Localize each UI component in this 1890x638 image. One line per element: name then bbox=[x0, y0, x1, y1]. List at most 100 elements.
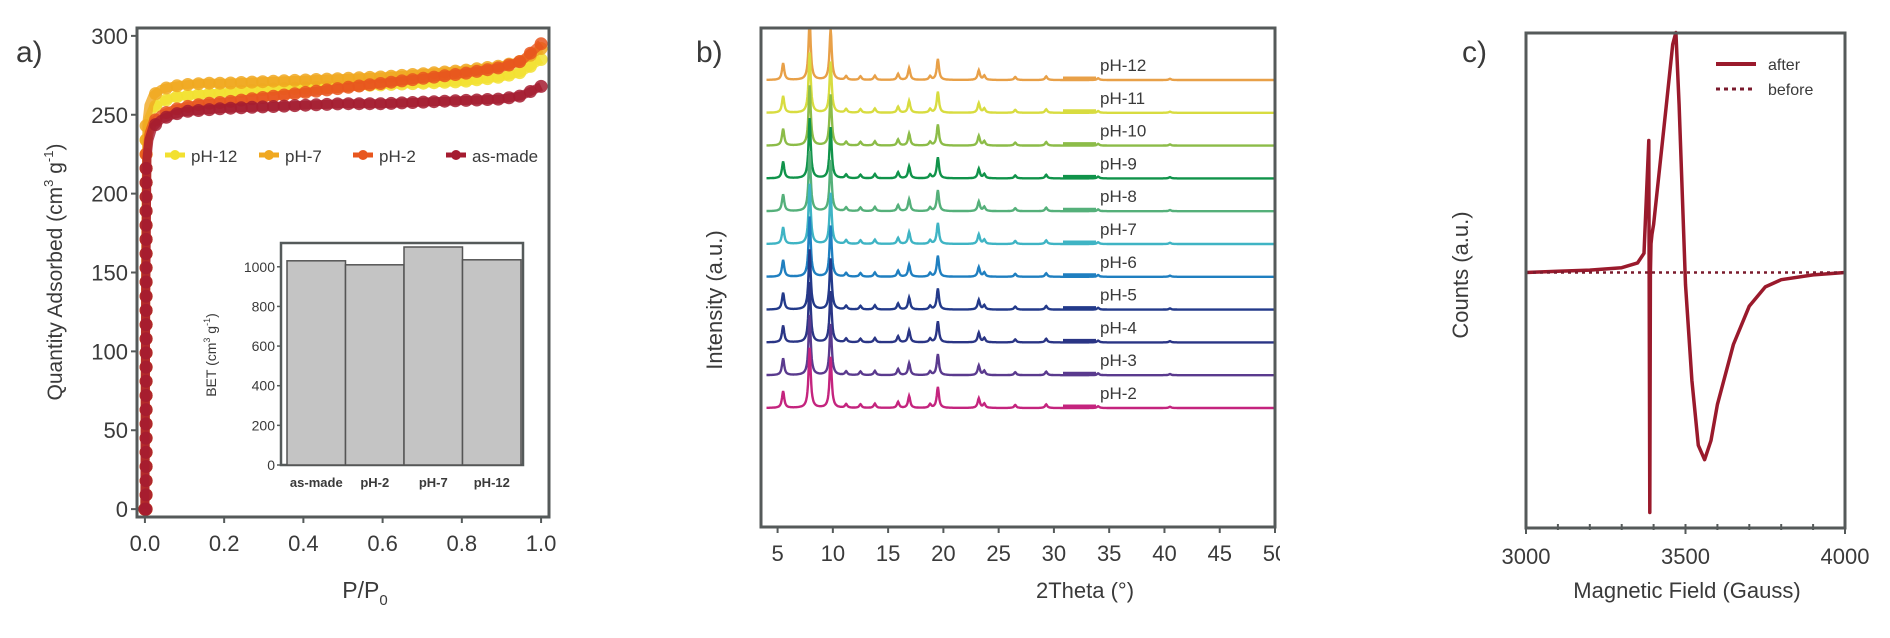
legend-item-pH-3: pH-3 bbox=[1063, 351, 1137, 375]
y-tick-label: 250 bbox=[91, 103, 128, 128]
data-point bbox=[341, 71, 355, 85]
data-point bbox=[139, 289, 153, 303]
panel-label-b: b) bbox=[696, 36, 723, 69]
inset-bar bbox=[344, 264, 405, 466]
data-point bbox=[139, 474, 153, 488]
x-tick-label: 35 bbox=[1097, 541, 1121, 566]
label-part: Quantity Adsorbed (cm bbox=[44, 187, 67, 401]
x-tick-label: 3000 bbox=[1502, 544, 1551, 569]
x-tick-label: 30 bbox=[1042, 541, 1066, 566]
data-point bbox=[139, 445, 153, 459]
legend-label: pH-4 bbox=[1100, 318, 1137, 337]
y-axis-label-text-a: Quantity Adsorbed (cm3 g-1) bbox=[41, 144, 67, 401]
data-point bbox=[374, 97, 387, 111]
xrd-pattern-pH-3 bbox=[766, 314, 1275, 377]
y-tick-label: 100 bbox=[91, 339, 128, 364]
data-point bbox=[149, 118, 163, 132]
data-point bbox=[363, 97, 377, 111]
x-axis-label-b: 2Theta (°) bbox=[1036, 578, 1134, 603]
chart-panel-b: b) Intensity (a.u.) pH-12pH-11pH-10pH-9p… bbox=[696, 0, 1280, 603]
data-point bbox=[159, 81, 173, 95]
legend-label: as-made bbox=[472, 147, 538, 166]
y-tick-label: 300 bbox=[91, 24, 128, 49]
data-point bbox=[331, 97, 345, 111]
inset-bar bbox=[286, 260, 347, 466]
data-point bbox=[139, 275, 153, 289]
legend-item-pH-6: pH-6 bbox=[1063, 253, 1137, 277]
data-point bbox=[213, 86, 227, 100]
data-point bbox=[277, 88, 291, 102]
data-point bbox=[481, 93, 494, 106]
legend-item-pH-12: pH-12 bbox=[1063, 56, 1146, 80]
legend-label: pH-5 bbox=[1100, 286, 1137, 305]
x-tick-label: 1.0 bbox=[526, 531, 557, 556]
x-axis-ticks-c: 3000 3500 4000 bbox=[1502, 524, 1870, 569]
y-axis-label-b: Intensity (a.u.) bbox=[702, 230, 727, 369]
inset-x-tick-label: pH-12 bbox=[474, 475, 510, 490]
panel-label-c: c) bbox=[1462, 36, 1487, 69]
x-tick-label: 20 bbox=[931, 541, 955, 566]
data-point bbox=[395, 96, 409, 110]
axes-border bbox=[759, 26, 1277, 529]
data-point bbox=[502, 68, 516, 82]
data-point bbox=[320, 97, 334, 111]
data-point bbox=[341, 97, 355, 111]
data-point bbox=[513, 89, 527, 103]
inset-y-axis-label: BET (cm3 g-1) bbox=[202, 313, 219, 397]
data-point bbox=[192, 88, 205, 102]
x-tick-label: 4000 bbox=[1821, 544, 1870, 569]
legend-label: pH-9 bbox=[1100, 154, 1137, 173]
inset-y-tick-label: 600 bbox=[252, 338, 276, 354]
data-point bbox=[534, 53, 548, 66]
data-point bbox=[502, 58, 516, 72]
data-point bbox=[459, 66, 473, 80]
series-group-a bbox=[138, 37, 548, 516]
legend-label: pH-7 bbox=[1100, 220, 1137, 239]
series-group-c bbox=[1525, 30, 1846, 515]
data-point bbox=[277, 74, 291, 88]
data-point bbox=[159, 110, 173, 124]
data-point bbox=[234, 101, 248, 115]
x-tick-label: 0.8 bbox=[447, 531, 478, 556]
legend-swatch-marker bbox=[358, 150, 368, 160]
data-point bbox=[523, 59, 537, 73]
legend-item-as-made: as-made bbox=[446, 147, 538, 166]
legend-label: pH-7 bbox=[285, 147, 322, 166]
data-point bbox=[363, 78, 377, 92]
legend-item-pH-7: pH-7 bbox=[259, 147, 322, 166]
data-point bbox=[406, 96, 420, 109]
x-tick-label: 45 bbox=[1207, 541, 1231, 566]
data-point bbox=[470, 64, 484, 78]
label-part: g bbox=[203, 326, 219, 338]
data-point bbox=[139, 403, 153, 417]
data-point bbox=[139, 389, 153, 402]
data-point bbox=[406, 73, 420, 87]
data-point bbox=[139, 261, 153, 275]
xrd-pattern-pH-5 bbox=[766, 249, 1275, 311]
x-tick-label: 0.6 bbox=[367, 531, 398, 556]
data-point bbox=[470, 93, 484, 107]
x-tick-label: 0.4 bbox=[288, 531, 319, 556]
inset-y-tick-label: 800 bbox=[252, 298, 276, 314]
inset-x-tick-label: as-made bbox=[290, 475, 343, 490]
inset-y-tick-label: 0 bbox=[267, 457, 275, 473]
data-point bbox=[309, 73, 323, 86]
data-point bbox=[170, 90, 184, 104]
inset-y-tick-label: 400 bbox=[252, 378, 276, 394]
series-group-b bbox=[766, 19, 1275, 410]
legend-b: pH-12 pH-11 pH-10 pH-9 pH-8 pH-7 pH-6 pH-5 pH-4 p… bbox=[1063, 56, 1146, 408]
legend-label: pH-8 bbox=[1100, 187, 1137, 206]
data-point bbox=[513, 66, 527, 80]
xrd-pattern-pH-6 bbox=[766, 216, 1275, 278]
data-point bbox=[491, 61, 505, 75]
data-point bbox=[320, 72, 334, 86]
data-point bbox=[416, 71, 430, 85]
x-axis-ticks-b: 5 10 15 20 25 30 35 40 45 50 bbox=[771, 527, 1280, 566]
legend-label: before bbox=[1768, 82, 1813, 99]
legend-item-pH-4: pH-4 bbox=[1063, 318, 1137, 342]
data-point bbox=[459, 93, 473, 107]
data-point bbox=[224, 101, 238, 115]
x-tick-label: 5 bbox=[771, 541, 783, 566]
data-point bbox=[192, 77, 205, 91]
legend-label: pH-12 bbox=[191, 147, 237, 166]
